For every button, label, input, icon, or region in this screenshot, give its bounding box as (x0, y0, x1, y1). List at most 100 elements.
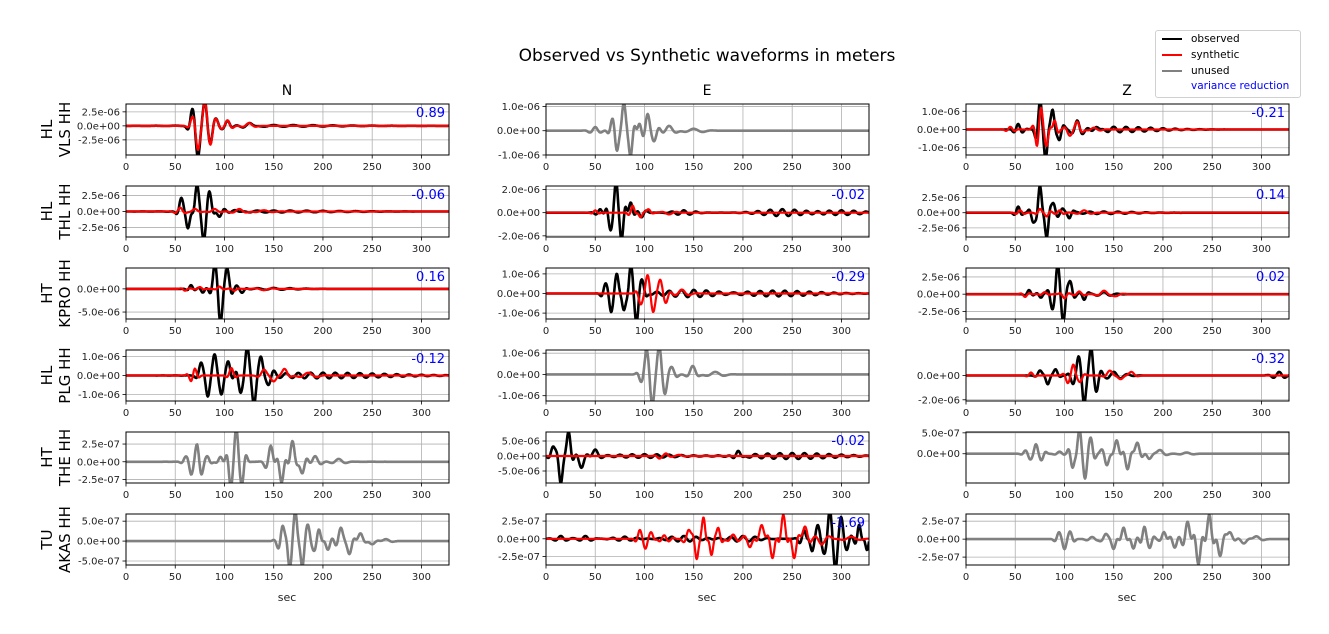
panel-kpro-hh-n: 0 50 100 150 200 250 300 0.0e+00 -5.0e-06 0.16 (77, 267, 450, 337)
panel-thl-hh-z: 0 50 100 150 200 250 300 2.5e-06 0.0e+00 -2.5e-06… (917, 185, 1290, 255)
x-tick-label: 0 (123, 408, 129, 419)
panel-frame (965, 431, 1290, 484)
y-tick-label: -5.0e-06 (498, 467, 540, 478)
x-tick-label: 300 (832, 490, 851, 501)
x-tick-label: 100 (1055, 490, 1074, 501)
x-tick-label: 50 (1009, 490, 1022, 501)
panel-thl-hh-n: 0 50 100 150 200 250 300 2.5e-06 0.0e+00 -2.5e-06… (77, 185, 450, 255)
x-axis-label-n: sec (278, 591, 297, 604)
x-tick-label: 300 (1252, 490, 1271, 501)
x-tick-label: 250 (783, 572, 802, 583)
x-tick-label: 300 (1252, 244, 1271, 255)
station-label-network: HT (38, 282, 56, 303)
variance-reduction-value: -0.02 (831, 434, 865, 449)
station-label-name: THE HH (56, 429, 74, 487)
y-tick-label: 0.0e+00 (497, 289, 540, 300)
station-label-network: TU (38, 529, 56, 550)
x-tick-label: 150 (264, 572, 283, 583)
x-tick-label: 250 (363, 490, 382, 501)
x-axis-label-z: sec (1118, 591, 1137, 604)
legend-entry-synthetic: synthetic (1162, 48, 1239, 63)
y-tick-label: 0.0e+00 (497, 534, 540, 545)
trace-synthetic (546, 204, 869, 219)
trace-observed (126, 268, 449, 319)
y-tick-label: 2.5e-06 (82, 107, 120, 118)
x-tick-label: 100 (215, 162, 234, 173)
y-tick-label: -1.0e-06 (918, 143, 960, 154)
x-tick-label: 300 (412, 326, 431, 337)
legend-label-unused: unused (1191, 65, 1230, 77)
trace-observed (546, 432, 869, 483)
trace-synthetic (966, 289, 1289, 300)
x-tick-label: 0 (123, 326, 129, 337)
y-tick-label: -2.5e-07 (498, 552, 540, 563)
x-tick-label: 300 (832, 572, 851, 583)
y-tick-label: 0.0e+00 (497, 208, 540, 219)
column-title-z: Z (1122, 83, 1132, 99)
legend: observed synthetic unused variance reduc… (1155, 30, 1301, 98)
x-tick-label: 250 (783, 326, 802, 337)
panel-plg-hh-e: 0 50 100 150 200 250 300 1.0e-06 0.0e+00 -1.0e-06 (497, 349, 870, 419)
x-tick-label: 200 (733, 490, 752, 501)
y-tick-label: -1.0e-06 (78, 390, 120, 401)
y-tick-label: -2.0e-06 (918, 395, 960, 406)
x-tick-label: 100 (635, 244, 654, 255)
y-tick-label: -2.5e-07 (78, 475, 120, 486)
x-tick-label: 50 (1009, 162, 1022, 173)
x-tick-label: 0 (963, 572, 969, 583)
variance-reduction-value: -1.69 (831, 516, 865, 531)
y-tick-label: -1.0e-06 (498, 309, 540, 320)
y-tick-label: 0.0e+00 (77, 457, 120, 468)
y-tick-label: -2.5e-06 (78, 223, 120, 234)
x-tick-label: 200 (733, 244, 752, 255)
panel-akas-hh-z: 0 50 100 150 200 250 300 2.5e-07 0.0e+00 -2.5e-07 (917, 513, 1290, 583)
x-tick-label: 250 (363, 408, 382, 419)
trace-observed (126, 104, 449, 155)
trace-observed (546, 268, 869, 319)
variance-reduction-value: -0.29 (831, 270, 865, 285)
y-tick-label: 0.0e+00 (497, 126, 540, 137)
panel-vls-hh-e: 0 50 100 150 200 250 300 1.0e-06 0.0e+00 -1.0e-06 (497, 102, 870, 173)
x-tick-label: 200 (1153, 408, 1172, 419)
x-tick-label: 200 (313, 572, 332, 583)
y-tick-label: 0.0e+00 (77, 537, 120, 548)
y-tick-label: -2.5e-07 (918, 553, 960, 564)
x-tick-label: 300 (412, 572, 431, 583)
variance-reduction-value: -0.06 (411, 188, 445, 203)
x-tick-label: 100 (1055, 162, 1074, 173)
x-tick-label: 250 (783, 162, 802, 173)
y-tick-label: -1.0e-06 (498, 391, 540, 402)
panel-vls-hh-n: 0 50 100 150 200 250 300 2.5e-06 0.0e+00 -2.5e-06… (77, 103, 450, 173)
x-tick-label: 250 (363, 326, 382, 337)
trace-synthetic (546, 274, 869, 314)
variance-reduction-value: -0.21 (1251, 106, 1285, 121)
y-tick-label: -5.0e-07 (78, 557, 120, 568)
x-tick-label: 300 (412, 244, 431, 255)
x-tick-label: 150 (264, 244, 283, 255)
panel-frame (545, 431, 870, 484)
x-tick-label: 200 (313, 490, 332, 501)
x-tick-label: 50 (1009, 572, 1022, 583)
y-tick-label: 2.5e-06 (82, 191, 120, 202)
trace-synthetic (966, 363, 1289, 385)
x-tick-label: 200 (313, 326, 332, 337)
y-tick-label: -1.0e-06 (498, 151, 540, 162)
y-tick-label: -5.0e-06 (78, 308, 120, 319)
x-tick-label: 300 (1252, 162, 1271, 173)
trace-unused (966, 514, 1289, 565)
x-tick-label: 150 (1104, 408, 1123, 419)
x-tick-label: 300 (1252, 572, 1271, 583)
x-tick-label: 0 (123, 490, 129, 501)
trace-unused (126, 432, 449, 483)
legend-line-unused (1162, 70, 1182, 72)
y-tick-label: 2.5e-07 (82, 440, 120, 451)
station-label-network: HT (38, 446, 56, 467)
x-tick-label: 150 (264, 490, 283, 501)
x-tick-label: 150 (684, 408, 703, 419)
y-tick-label: 5.0e-07 (82, 517, 120, 528)
panel-frame (965, 185, 1290, 238)
x-tick-label: 150 (1104, 162, 1123, 173)
x-tick-label: 100 (635, 326, 654, 337)
trace-synthetic (966, 207, 1289, 218)
